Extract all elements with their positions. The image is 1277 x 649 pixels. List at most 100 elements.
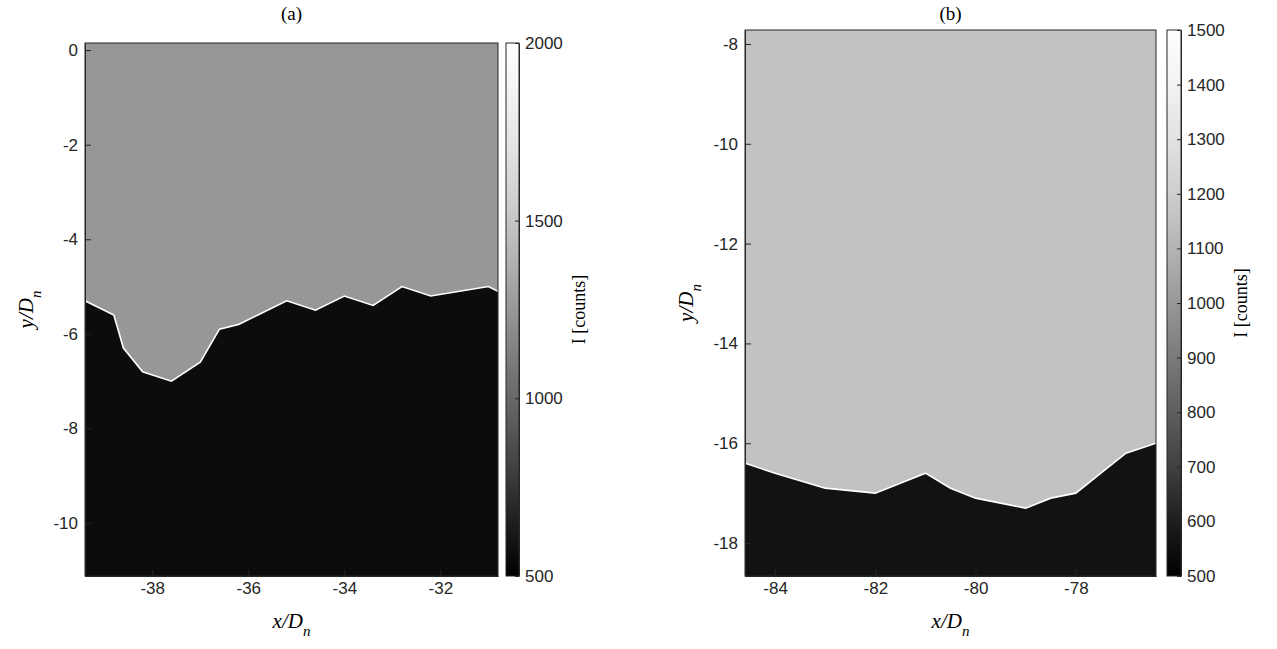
colorbar-tick: 500 <box>515 567 553 586</box>
y-tick: 0 <box>69 41 91 60</box>
plot-area <box>85 43 498 576</box>
panel-title: (b) <box>939 3 961 25</box>
colorbar <box>506 43 519 576</box>
x-tick-mark <box>775 570 776 576</box>
colorbar-tick-mark <box>1177 139 1181 140</box>
colorbar-tick: 2000 <box>515 34 563 53</box>
y-tick-label: -18 <box>713 534 738 553</box>
x-tick-label: -34 <box>333 579 358 598</box>
colorbar-tick: 600 <box>1177 512 1215 531</box>
x-tick-mark <box>344 570 345 576</box>
colorbar-tick-label: 1000 <box>525 389 563 408</box>
colorbar-tick-label: 900 <box>1187 349 1215 368</box>
y-tick-mark <box>85 50 91 51</box>
colorbar-axis-line <box>519 44 520 577</box>
y-tick-label: -12 <box>713 235 738 254</box>
y-tick-mark <box>745 44 751 45</box>
x-axis: -84 -82 -80 -78 <box>746 570 1157 598</box>
colorbar-tick: 800 <box>1177 403 1215 422</box>
colorbar-tick-label: 1500 <box>525 212 563 231</box>
x-tick-mark <box>152 570 153 576</box>
y-tick-label: -4 <box>63 230 78 249</box>
plume-region <box>745 30 1156 508</box>
colorbar-tick-mark <box>1177 303 1181 304</box>
colorbar-tick-mark <box>1177 248 1181 249</box>
colorbar-tick-mark <box>1177 412 1181 413</box>
colorbar-title: I [counts] <box>1231 268 1251 337</box>
colorbar-tick-mark <box>515 43 519 44</box>
colorbar-tick: 1200 <box>1177 185 1225 204</box>
x-tick-label: -78 <box>1064 579 1089 598</box>
x-tick-label: -38 <box>140 579 165 598</box>
colorbar-tick-label: 1400 <box>1187 76 1225 95</box>
colorbar-tick: 1000 <box>1177 294 1225 313</box>
x-tick-label: -80 <box>964 579 989 598</box>
panel-title: (a) <box>281 3 302 25</box>
x-tick: -80 <box>964 570 989 598</box>
figure: -38-36-34-32-10-8-6-4-20(a)x/Dny/Dn50010… <box>0 0 1277 649</box>
x-tick: -82 <box>864 570 889 598</box>
x-tick-label: -32 <box>429 579 454 598</box>
y-tick-label: -10 <box>53 514 78 533</box>
y-tick-mark <box>85 239 91 240</box>
y-tick-label: -8 <box>723 35 738 54</box>
x-tick: -38 <box>140 570 165 598</box>
x-tick-mark <box>976 570 977 576</box>
y-tick: -2 <box>63 136 91 155</box>
x-axis-title: x/Dn <box>931 609 970 639</box>
y-tick-mark <box>85 428 91 429</box>
colorbar-tick-label: 600 <box>1187 512 1215 531</box>
x-tick: -78 <box>1064 570 1089 598</box>
panel: -84-82-80-78-18-16-14-12-10-8(b)x/Dny/Dn… <box>674 3 1250 639</box>
y-tick-mark <box>745 343 751 344</box>
panel: -38-36-34-32-10-8-6-4-20(a)x/Dny/Dn50010… <box>14 3 588 639</box>
colorbar-tick-label: 1500 <box>1187 21 1225 40</box>
colorbar-tick: 1000 <box>515 389 563 408</box>
y-tick-label: -14 <box>713 334 738 353</box>
colorbar-tick-mark <box>1177 521 1181 522</box>
colorbar-title: I [counts] <box>569 275 589 344</box>
colorbar-tick-mark <box>1177 576 1181 577</box>
y-tick-mark <box>745 244 751 245</box>
x-tick-mark <box>440 570 441 576</box>
y-axis-title: y/Dn <box>674 284 704 324</box>
x-tick: -84 <box>763 570 788 598</box>
plot-frame <box>745 30 1156 576</box>
y-tick-label: -16 <box>713 434 738 453</box>
y-tick: -8 <box>723 35 751 54</box>
ambient-field <box>85 43 498 576</box>
colorbar-tick: 1100 <box>1177 239 1224 258</box>
x-tick-label: -84 <box>763 579 788 598</box>
x-tick-label: -36 <box>236 579 261 598</box>
y-axis-title: y/Dn <box>14 291 44 331</box>
y-tick-mark <box>745 443 751 444</box>
colorbar <box>1167 30 1181 576</box>
y-tick-mark <box>85 523 91 524</box>
colorbar-tick: 900 <box>1177 349 1215 368</box>
y-tick-mark <box>745 144 751 145</box>
interface-contour <box>745 443 1156 508</box>
colorbar-tick-label: 1200 <box>1187 185 1225 204</box>
y-tick-label: -8 <box>63 419 78 438</box>
y-tick-label: -2 <box>63 136 78 155</box>
colorbar-tick: 1300 <box>1177 130 1225 149</box>
colorbar-tick-mark <box>515 398 519 399</box>
x-axis: -38 -36 -34 -32 <box>86 570 499 598</box>
colorbar-tick: 500 <box>1177 567 1215 586</box>
y-tick-mark <box>85 334 91 335</box>
colorbar-tick-mark <box>1177 30 1181 31</box>
colorbar-tick-label: 1100 <box>1187 239 1224 258</box>
y-tick-mark <box>85 145 91 146</box>
colorbar-tick-label: 500 <box>1187 567 1215 586</box>
colorbar-tick-mark <box>1177 194 1181 195</box>
x-axis-title: x/Dn <box>272 609 311 639</box>
y-tick: -8 <box>63 419 91 438</box>
x-tick-mark <box>248 570 249 576</box>
ambient-field <box>745 30 1156 576</box>
colorbar-tick-label: 2000 <box>525 34 563 53</box>
colorbar-axis-line <box>1181 31 1182 577</box>
colorbar-tick: 1400 <box>1177 76 1225 95</box>
colorbar-tick-label: 1300 <box>1187 130 1225 149</box>
plot-frame <box>85 43 498 576</box>
colorbar-tick-mark <box>515 576 519 577</box>
